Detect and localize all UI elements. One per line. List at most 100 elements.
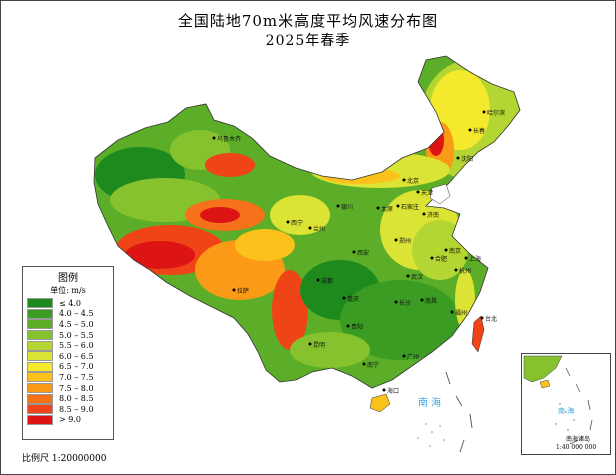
legend-item: 6.5 – 7.0 (27, 361, 113, 373)
legend-item: 5.5 – 6.0 (27, 340, 113, 351)
city-dot (212, 136, 216, 140)
legend-swatch (27, 372, 53, 383)
legend-label: 8.5 – 9.0 (59, 404, 94, 414)
city-dot (232, 288, 236, 292)
city-dot (346, 324, 350, 328)
legend-item: 4.0 – 4.5 (27, 308, 113, 320)
legend-label: 5.0 – 5.5 (59, 330, 94, 340)
city-dot (382, 388, 386, 392)
inset-scale: 1:40 000 000 (556, 444, 597, 451)
legend-item: > 9.0 (27, 414, 113, 426)
city-dot (352, 250, 356, 254)
legend-label: 7.0 – 7.5 (59, 372, 94, 382)
city-label: 贵阳 (351, 323, 363, 331)
legend-item: 5.0 – 5.5 (27, 330, 113, 341)
city-label: 沈阳 (461, 155, 473, 163)
city-label: 杭州 (459, 267, 471, 275)
city-dot (430, 256, 434, 260)
city-dot (468, 128, 472, 132)
city-dot (308, 226, 312, 230)
legend-swatch (27, 319, 53, 330)
city-dot (394, 238, 398, 242)
legend-items: ≤ 4.0 4.0 – 4.5 4.5 – 5.0 5.0 – 5.5 5.5 – 6.… (23, 298, 113, 425)
inset-islands-label: 南海诸岛 (566, 436, 591, 443)
south-china-sea-inset: 南 海 南海诸岛 1:40 000 000 (521, 353, 611, 455)
city-label: 哈尔滨 (487, 109, 505, 117)
legend-item: 7.0 – 7.5 (27, 372, 113, 383)
city-dot (402, 178, 406, 182)
legend-label: 6.5 – 7.0 (59, 362, 94, 372)
map-title: 全国陆地70m米高度平均风速分布图 (177, 12, 439, 30)
city-label: 乌鲁木齐 (217, 135, 241, 143)
city-dot (454, 268, 458, 272)
wind-fill (94, 56, 520, 388)
scale-text: 比例尺 1:20000000 (22, 454, 107, 464)
city-label: 西安 (357, 249, 369, 257)
bohai-sea (429, 183, 451, 205)
city-label: 南京 (449, 247, 461, 255)
legend-label: 7.5 – 8.0 (59, 383, 94, 393)
city-dot (480, 316, 484, 320)
city-label: 长春 (473, 127, 485, 135)
city-label: 福州 (455, 309, 467, 317)
city-dot (420, 298, 424, 302)
city-label: 台北 (485, 315, 497, 323)
legend-label: 8.0 – 8.5 (59, 394, 94, 404)
city-dot (308, 342, 312, 346)
south-sea-islands (417, 423, 445, 447)
city-label: 昆明 (313, 342, 325, 349)
city-dot (456, 156, 460, 160)
hainan-island (369, 393, 391, 413)
city-label: 广州 (407, 353, 419, 361)
china-border (93, 55, 521, 389)
legend-swatch (27, 351, 53, 362)
legend-swatch (27, 383, 53, 394)
inset-sea-label: 南 海 (558, 407, 575, 415)
city-label: 银川 (341, 203, 353, 211)
legend-item: 8.5 – 9.0 (27, 404, 113, 415)
legend-item: 4.5 – 5.0 (27, 319, 113, 330)
inset-map (523, 355, 593, 445)
city-dot (394, 300, 398, 304)
city-label: 郑州 (399, 237, 411, 245)
city-label: 重庆 (347, 295, 359, 303)
city-label: 兰州 (313, 225, 325, 233)
nine-dash-line (445, 371, 473, 453)
city-dot (376, 206, 380, 210)
city-dot (482, 110, 486, 114)
legend: 图例 单位: m/s ≤ 4.0 4.0 – 4.5 4.5 – 5.0 5.0 – … (22, 266, 114, 440)
legend-swatch (27, 404, 53, 415)
city-dot (342, 296, 346, 300)
legend-title: 图例 (58, 273, 78, 284)
city-dot (316, 278, 320, 282)
legend-swatch (27, 361, 53, 372)
city-label: 西宁 (291, 219, 303, 227)
city-label: 海口 (387, 387, 399, 395)
city-label: 济南 (427, 211, 439, 219)
city-dot (444, 248, 448, 252)
city-label: 上海 (469, 255, 481, 263)
legend-swatch (27, 308, 53, 319)
city-dot (450, 310, 454, 314)
city-dot (406, 274, 410, 278)
city-markers (212, 110, 486, 392)
city-dot (336, 204, 340, 208)
city-label: 石家庄 (401, 203, 419, 211)
legend-unit: 单位: m/s (50, 286, 86, 295)
south-china-sea-label: 南 海 (418, 398, 442, 409)
city-dot (422, 212, 426, 216)
city-dot (402, 354, 406, 358)
city-label: 长沙 (399, 299, 411, 307)
legend-swatch (27, 393, 53, 404)
legend-label: > 9.0 (59, 415, 81, 425)
city-dot (362, 362, 366, 366)
city-label: 天津 (421, 190, 433, 197)
legend-item: ≤ 4.0 (27, 298, 113, 309)
legend-label: 4.5 – 5.0 (59, 319, 94, 329)
legend-item: 8.0 – 8.5 (27, 393, 113, 404)
city-label: 太原 (381, 205, 393, 213)
legend-label: ≤ 4.0 (59, 298, 81, 308)
city-dot (416, 190, 420, 194)
legend-swatch (27, 330, 53, 341)
